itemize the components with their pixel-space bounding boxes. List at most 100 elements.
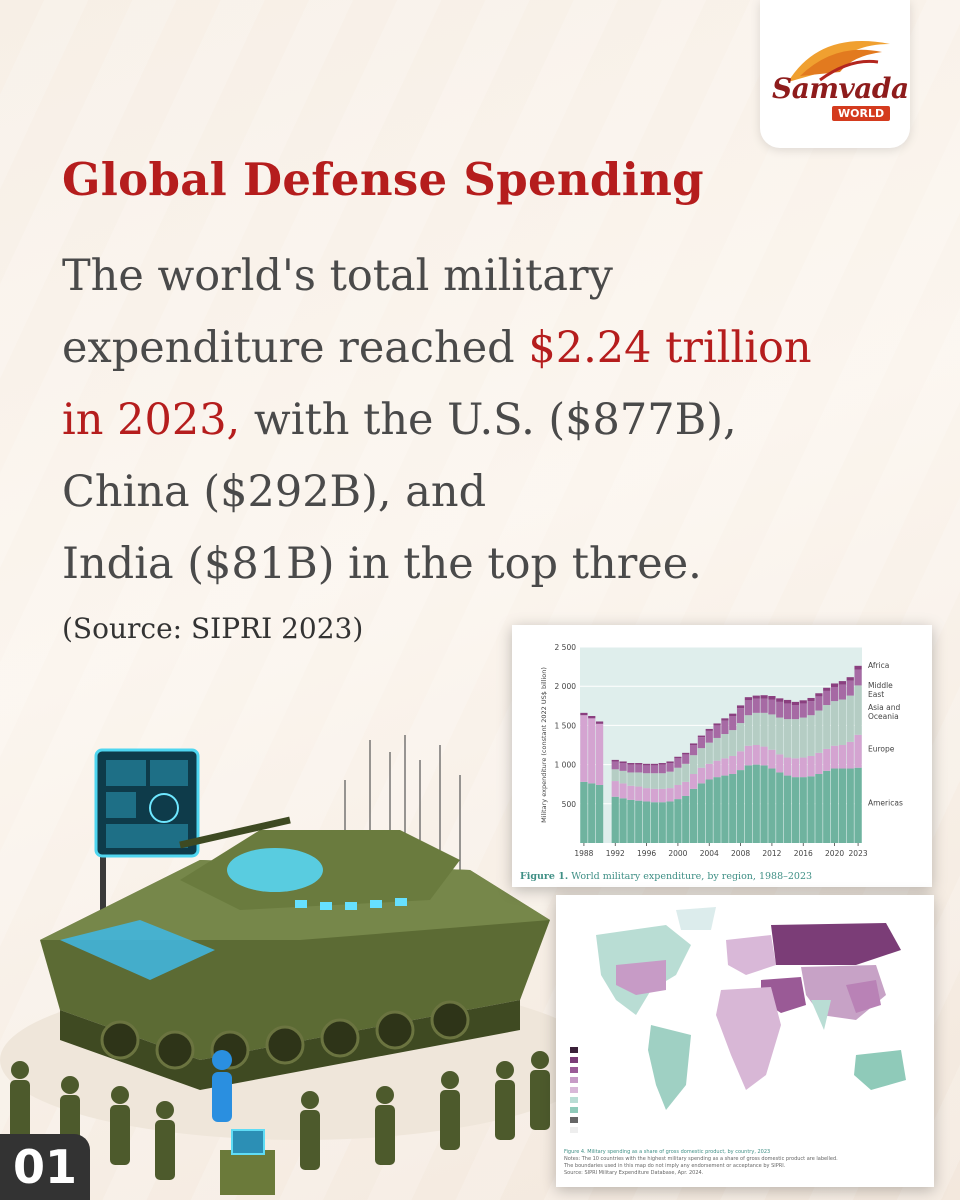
bar-segment-asia-and-oceania (776, 717, 784, 755)
bar-segment-middle-east (838, 684, 847, 700)
bar-segment-asia-and-oceania (760, 712, 768, 747)
bar-segment-europe (682, 781, 690, 796)
bar-segment-asia-and-oceania (635, 772, 643, 787)
bar-segment-africa (838, 681, 847, 685)
bar-segment-asia-and-oceania (713, 737, 721, 761)
bar-segment-asia-and-oceania (799, 717, 807, 758)
bar-segment-europe (823, 748, 831, 771)
bar-segment-asia-and-oceania (744, 715, 753, 746)
bar-segment-americas (830, 768, 839, 843)
bar-segment-middle-east (721, 720, 729, 735)
africa-shape (716, 987, 781, 1090)
logo-brand-text: Samvada (772, 72, 909, 105)
australia-shape (854, 1050, 906, 1090)
bar-segment-africa (830, 683, 839, 687)
body-line-3-text: with the U.S. ($877B), (240, 395, 737, 445)
continents (596, 907, 906, 1110)
bar-segment-asia-and-oceania (674, 767, 682, 785)
figure-military-share-of-gdp-map: Figure 4. Military spending as a share o… (556, 895, 934, 1187)
bar-segment-europe (674, 784, 682, 800)
series-label-middle-east: Middle East (868, 681, 893, 699)
bar-segment-americas (697, 783, 706, 843)
bar-segment-africa (682, 752, 690, 755)
bar-segment-americas (595, 784, 604, 843)
bar-segment-americas (658, 802, 666, 843)
y-tick-label: 500 (562, 800, 577, 809)
bar-segment-africa (627, 763, 635, 765)
bar-segment-americas (768, 768, 776, 843)
bar-segment-africa (642, 763, 651, 766)
holographic-display-icon (94, 748, 200, 912)
bar-segment-europe (854, 734, 862, 768)
europe-shape (726, 935, 776, 975)
tank-illustration (0, 735, 560, 1195)
bar-segment-middle-east (760, 698, 768, 713)
bar-segment-asia-and-oceania (705, 742, 713, 764)
bar-segment-africa (666, 761, 674, 764)
bar-segment-americas (611, 796, 619, 843)
bar-segment-africa (846, 677, 854, 681)
bar-segment-americas (588, 783, 596, 843)
bar-segment-europe (635, 786, 643, 801)
source-note: (Source: SIPRI 2023) (62, 612, 364, 645)
bar-segment-middle-east (776, 701, 784, 718)
bar-segment-europe (736, 751, 745, 771)
bar-segment-americas (674, 799, 682, 843)
bar-segment-europe (611, 781, 619, 797)
bar-segment-middle-east (799, 703, 807, 718)
bar-segment-europe (666, 788, 674, 802)
crate-icon (220, 1129, 275, 1195)
bar-segment-americas (776, 772, 784, 843)
figure1-caption: Figure 1. World military expenditure, by… (520, 871, 812, 882)
figure2-caption-line-3: The boundaries used in this map do not i… (564, 1163, 786, 1169)
bar-segment-middle-east (666, 763, 674, 772)
bar-segment-middle-east (619, 763, 627, 771)
bar-segment-americas (729, 774, 737, 843)
bar-segment-europe (846, 741, 854, 769)
bar-segment-africa (768, 696, 776, 700)
bar-segment-africa (635, 763, 643, 765)
bar-segment-africa (658, 763, 666, 765)
highlight-year: in 2023, (62, 395, 241, 445)
bar-segment-asia-and-oceania (838, 699, 847, 745)
y-tick-label: 2 500 (555, 643, 577, 652)
bar-segment-middle-east (729, 715, 737, 731)
bar-segment-europe (768, 749, 776, 769)
bar-segment-asia-and-oceania (721, 734, 729, 759)
bar-segment-africa (721, 718, 729, 721)
figure2-caption-line-2: Notes: The 10 countries with the highest… (564, 1156, 838, 1162)
bar-segment-asia-and-oceania (752, 712, 760, 745)
bar-segment-middle-east (830, 686, 839, 702)
bar-segment-europe (713, 760, 721, 778)
bar-segment-asia-and-oceania (830, 701, 839, 746)
bar-segment-africa (807, 697, 815, 702)
bar-segment-africa (689, 743, 698, 745)
bar-segment-africa (744, 697, 753, 701)
bar-segment-europe (760, 746, 768, 766)
bar-segment-africa (776, 698, 784, 702)
logo: Samvada WORLD (760, 0, 910, 148)
china-shape (846, 980, 881, 1013)
y-axis-label: Military expenditure (constant 2022 US$ … (540, 667, 548, 823)
bar-segment-europe (697, 767, 706, 784)
bar-segment-asia-and-oceania (815, 710, 823, 753)
y-tick-label: 1 000 (555, 761, 577, 770)
bar-segment-middle-east (823, 690, 831, 706)
bar-segment-africa (791, 701, 800, 706)
bar-segment-asia-and-oceania (650, 773, 659, 789)
bar-segment-africa (588, 715, 596, 719)
bar-segment-asia-and-oceania (619, 770, 627, 784)
x-tick-label: 2000 (668, 849, 687, 858)
bar-segment-middle-east (791, 705, 800, 720)
bar-segment-africa (823, 687, 831, 691)
bar-segment-africa (650, 763, 659, 766)
bar-segment-europe (838, 745, 847, 769)
bar-segment-americas (783, 775, 792, 843)
x-tick-label: 2008 (731, 849, 750, 858)
x-tick-label: 2020 (825, 849, 844, 858)
bar-segment-europe (783, 757, 792, 776)
bar-segment-asia-and-oceania (642, 773, 651, 789)
bar-segment-asia-and-oceania (823, 705, 831, 749)
bar-segment-europe (595, 723, 604, 785)
bar-segment-africa (799, 700, 807, 704)
